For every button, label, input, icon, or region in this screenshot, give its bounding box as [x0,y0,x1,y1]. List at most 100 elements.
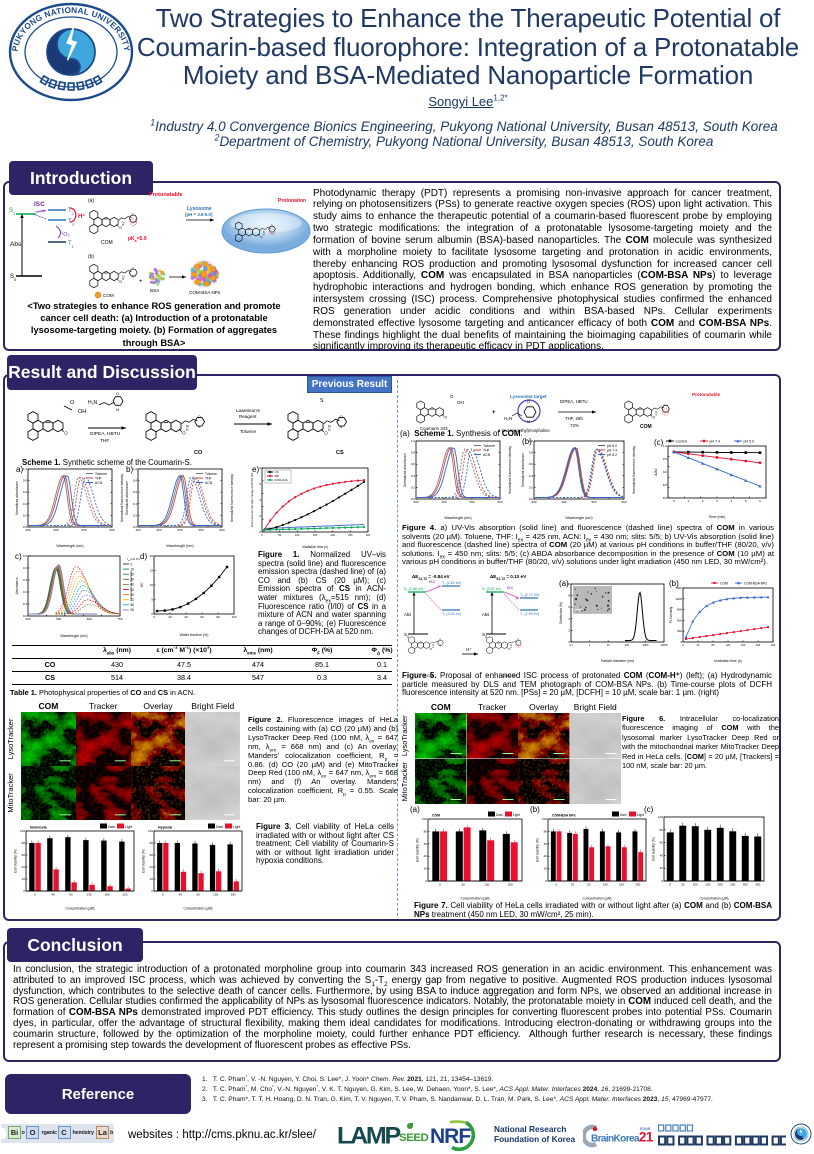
svg-text:10: 10 [567,582,571,586]
svg-text:0.6: 0.6 [23,490,28,494]
svg-text:Normalized absorbance: Normalized absorbance [125,481,129,515]
svg-text:Normalized fluorescence intens: Normalized fluorescence intensity [230,474,234,522]
svg-text:40: 40 [22,865,26,869]
svg-text:Reagent: Reagent [239,414,257,419]
svg-text:300: 300 [413,500,418,504]
svg-text:Concentration (µM): Concentration (µM) [582,897,611,901]
svg-text:20: 20 [150,877,154,881]
svg-text:Wavelength (nm): Wavelength (nm) [166,544,193,548]
svg-text:NRF: NRF [430,1125,471,1148]
svg-text:b): b) [126,465,133,474]
svg-text:Wavelength (nm): Wavelength (nm) [60,634,87,638]
svg-text:ISC: ISC [507,586,514,590]
svg-text:Water fraction (%): Water fraction (%) [180,633,209,637]
svg-text:500: 500 [81,528,86,532]
svg-text:0.0: 0.0 [133,525,138,529]
svg-text:a): a) [16,465,23,474]
svg-text:THF, 26h: THF, 26h [565,416,583,421]
svg-text:T3: T3 [68,219,75,227]
svg-text:Protonation: Protonation [278,198,306,204]
svg-text:350: 350 [755,883,760,887]
svg-text:1: 1 [687,499,689,503]
svg-text:O: O [64,430,68,435]
svg-text:+: + [492,410,496,416]
svg-text:120: 120 [726,643,731,647]
svg-text:6: 6 [759,499,761,503]
svg-text:500: 500 [177,528,182,532]
svg-text:150: 150 [705,883,710,887]
svg-text:4: 4 [259,498,261,502]
svg-text:2: 2 [702,499,704,503]
svg-text:N: N [517,645,519,647]
svg-text:Lysosome target: Lysosome target [510,394,547,399]
svg-text:(a): (a) [88,198,94,204]
svg-text:COM-H⁺: COM-H⁺ [502,673,518,678]
svg-text:0.0: 0.0 [23,614,28,618]
svg-text:60: 60 [131,593,135,597]
svg-text:Absorbance: Absorbance [15,577,19,594]
svg-text:9.5: 9.5 [663,457,668,461]
svg-text:Toluene: Toluene [483,444,495,448]
svg-text:6: 6 [568,605,570,609]
svg-text:N: N [655,410,657,414]
svg-text:O: O [119,280,122,284]
svg-text:H: H [263,234,265,236]
svg-text:0: 0 [425,879,427,883]
svg-text:20: 20 [168,615,172,619]
svg-text:Cell viability (%): Cell viability (%) [14,849,18,873]
svg-text:Coumarin 343: Coumarin 343 [420,426,448,431]
svg-text:0.5: 0.5 [23,554,28,558]
svg-text:0.2: 0.2 [23,513,28,517]
svg-text:0: 0 [162,893,164,897]
svg-text:(c): (c) [654,438,664,447]
svg-text:O: O [119,226,122,230]
svg-text:O: O [70,400,75,406]
svg-text:ACN: ACN [95,481,103,485]
svg-text:150: 150 [313,533,318,537]
svg-text:4: 4 [568,617,570,621]
svg-text:0: 0 [680,640,682,644]
svg-text:20: 20 [150,554,154,558]
svg-text:Dark: Dark [620,813,627,817]
svg-text:H⁺: H⁺ [78,213,86,220]
svg-text:Light: Light [233,825,240,829]
svg-text:N: N [132,221,134,225]
svg-text:0.0: 0.0 [23,525,28,529]
svg-text:O: O [508,647,510,651]
svg-text:A/A0: A/A0 [654,468,658,475]
svg-text:Abs: Abs [10,241,22,248]
svg-text:60: 60 [544,842,548,846]
svg-text:Abs: Abs [482,612,489,617]
svg-text:80: 80 [216,615,220,619]
svg-text:15: 15 [150,569,154,573]
svg-text:BrainKorea21: BrainKorea21 [591,1130,654,1145]
svg-text:80: 80 [712,643,715,647]
svg-text:THF: THF [483,449,490,453]
svg-text:400: 400 [561,500,566,504]
svg-text:O: O [430,647,432,651]
svg-text:550: 550 [198,528,203,532]
svg-text:N: N [432,645,434,647]
svg-text:O: O [116,392,119,396]
svg-text:COM: COM [640,424,652,430]
svg-text:O: O [664,403,667,407]
svg-text:8: 8 [568,594,570,598]
svg-text:40: 40 [544,854,548,858]
svg-text:H⁺: H⁺ [466,647,472,652]
svg-text:COM: COM [424,673,433,678]
svg-text:300: 300 [25,528,30,532]
svg-text:COM: COM [101,240,113,246]
svg-text:20: 20 [22,877,26,881]
svg-text:H: H [655,413,657,417]
svg-text:0: 0 [34,893,36,897]
svg-text:Protonatable: Protonatable [149,192,183,198]
svg-text:20: 20 [424,867,428,871]
svg-text:ACN: ACN [483,453,491,457]
svg-text:3: 3 [716,499,718,503]
svg-text:N: N [132,275,134,279]
svg-text:THF: THF [95,477,102,481]
svg-text:[pH = 3.8-5.0]: [pH = 3.8-5.0] [185,212,213,217]
svg-text:N: N [271,230,273,234]
svg-text:ISC: ISC [34,201,45,208]
svg-text:Hypoxia: Hypoxia [158,826,173,830]
